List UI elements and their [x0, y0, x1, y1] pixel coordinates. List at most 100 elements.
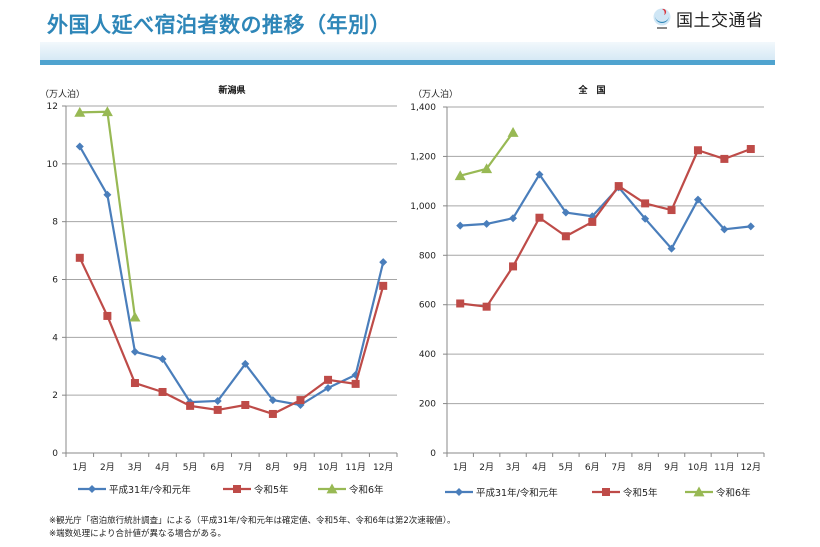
data-point: [75, 142, 84, 151]
header-band-dark: [40, 60, 775, 65]
chart-title: 新潟県: [218, 84, 245, 96]
data-point: [103, 311, 112, 320]
data-point: [561, 208, 570, 217]
data-point: [158, 355, 167, 364]
data-point: [667, 244, 676, 253]
series-line: [78, 145, 385, 407]
data-point: [693, 195, 702, 204]
footnote-source: ※観光庁「宿泊旅行統計調査」による（平成31年/令和元年は確定値、令和5年、令和…: [49, 516, 456, 526]
x-tick-label: 9月: [664, 462, 679, 473]
data-point: [693, 146, 702, 155]
legend-marker: [88, 485, 96, 493]
data-point: [746, 222, 755, 231]
data-point: [456, 221, 465, 230]
y-tick-label: 12: [47, 102, 58, 112]
legend-marker: [326, 483, 338, 494]
header-band-light: [40, 42, 775, 60]
x-tick-label: 9月: [293, 462, 308, 473]
legend-marker: [693, 486, 705, 497]
y-axis-label: （万人泊）: [40, 89, 85, 100]
x-tick-label: 3月: [128, 462, 143, 473]
legend-item: 令和5年: [592, 487, 658, 499]
x-tick-label: 8月: [638, 462, 653, 473]
y-tick-label: 600: [419, 301, 436, 311]
data-point: [213, 396, 222, 405]
x-tick-label: 12月: [373, 462, 393, 473]
data-point: [101, 106, 113, 117]
x-tick-label: 2月: [100, 462, 115, 473]
series-line: [460, 173, 751, 250]
data-point: [130, 379, 139, 388]
data-point: [720, 154, 729, 163]
y-tick-label: 10: [47, 160, 59, 170]
data-point: [720, 225, 729, 234]
data-point: [241, 359, 250, 368]
legend-item: 令和6年: [685, 486, 751, 499]
data-point: [507, 126, 519, 137]
data-point: [158, 387, 167, 396]
x-tick-label: 1月: [72, 462, 87, 473]
data-point: [561, 232, 570, 241]
footnote-rounding: ※端数処理により合計値が異なる場合がある。: [49, 529, 226, 539]
data-point: [75, 253, 84, 262]
y-tick-label: 400: [419, 350, 436, 360]
legend-label: 令和6年: [716, 487, 751, 499]
y-tick-label: 4: [52, 333, 58, 343]
data-point: [241, 400, 250, 409]
y-tick-label: 8: [52, 218, 58, 228]
legend-item: 平成31年/令和元年: [445, 487, 558, 499]
data-point: [535, 170, 544, 179]
x-tick-label: 4月: [532, 462, 547, 473]
legend-label: 平成31年/令和元年: [109, 484, 191, 496]
y-tick-label: 0: [52, 449, 58, 459]
data-point: [268, 396, 277, 405]
data-point: [641, 214, 650, 223]
series-line: [78, 257, 385, 416]
legend-item: 令和5年: [223, 484, 289, 496]
series-r6: [74, 106, 141, 322]
legend-label: 令和6年: [349, 484, 384, 496]
x-tick-label: 6月: [210, 462, 225, 473]
chart-national: 0 200 400 600 800 1,000 1,200 1,400 1月 2月 3月 4月 5月 6月…: [410, 84, 765, 499]
x-tick-label: 2月: [479, 462, 494, 473]
series-line: [79, 110, 137, 318]
page-title: 外国人延べ宿泊者数の推移（年別）: [47, 13, 391, 37]
legend-marker: [455, 488, 463, 496]
logo: 国土交通省: [652, 6, 764, 31]
chart-title: 全 国: [577, 84, 605, 96]
legend-label: 平成31年/令和元年: [476, 487, 558, 499]
legend-label: 令和5年: [623, 487, 658, 499]
data-point: [351, 379, 360, 388]
series-h31-r1: [456, 170, 755, 253]
data-point: [130, 347, 139, 356]
series-r5: [75, 253, 388, 418]
y-tick-label: 1,400: [410, 103, 436, 113]
data-point: [535, 213, 544, 222]
data-point: [746, 145, 755, 154]
data-point: [379, 281, 388, 290]
data-point: [103, 190, 112, 199]
x-tick-label: 3月: [506, 462, 521, 473]
data-point: [268, 409, 277, 418]
series-h31-r1: [75, 142, 388, 409]
y-tick-label: 1,000: [410, 202, 436, 212]
x-tick-label: 11月: [714, 462, 734, 473]
logo-text: 国土交通省: [676, 11, 764, 31]
y-tick-label: 0: [430, 449, 436, 459]
legend-item: 令和6年: [318, 483, 384, 496]
data-point: [588, 217, 597, 226]
x-tick-label: 11月: [345, 462, 365, 473]
data-point: [641, 199, 650, 208]
y-tick-label: 200: [419, 400, 436, 410]
mlit-logo-icon: [653, 8, 671, 29]
x-tick-label: 10月: [688, 462, 708, 473]
x-tick-label: 7月: [611, 462, 626, 473]
x-tick-label: 5月: [183, 462, 198, 473]
y-tick-label: 6: [52, 276, 58, 286]
y-axis-label: （万人泊）: [413, 89, 458, 100]
data-point: [296, 396, 305, 405]
x-tick-label: 8月: [266, 462, 281, 473]
x-tick-label: 10月: [318, 462, 338, 473]
data-point: [74, 106, 86, 117]
